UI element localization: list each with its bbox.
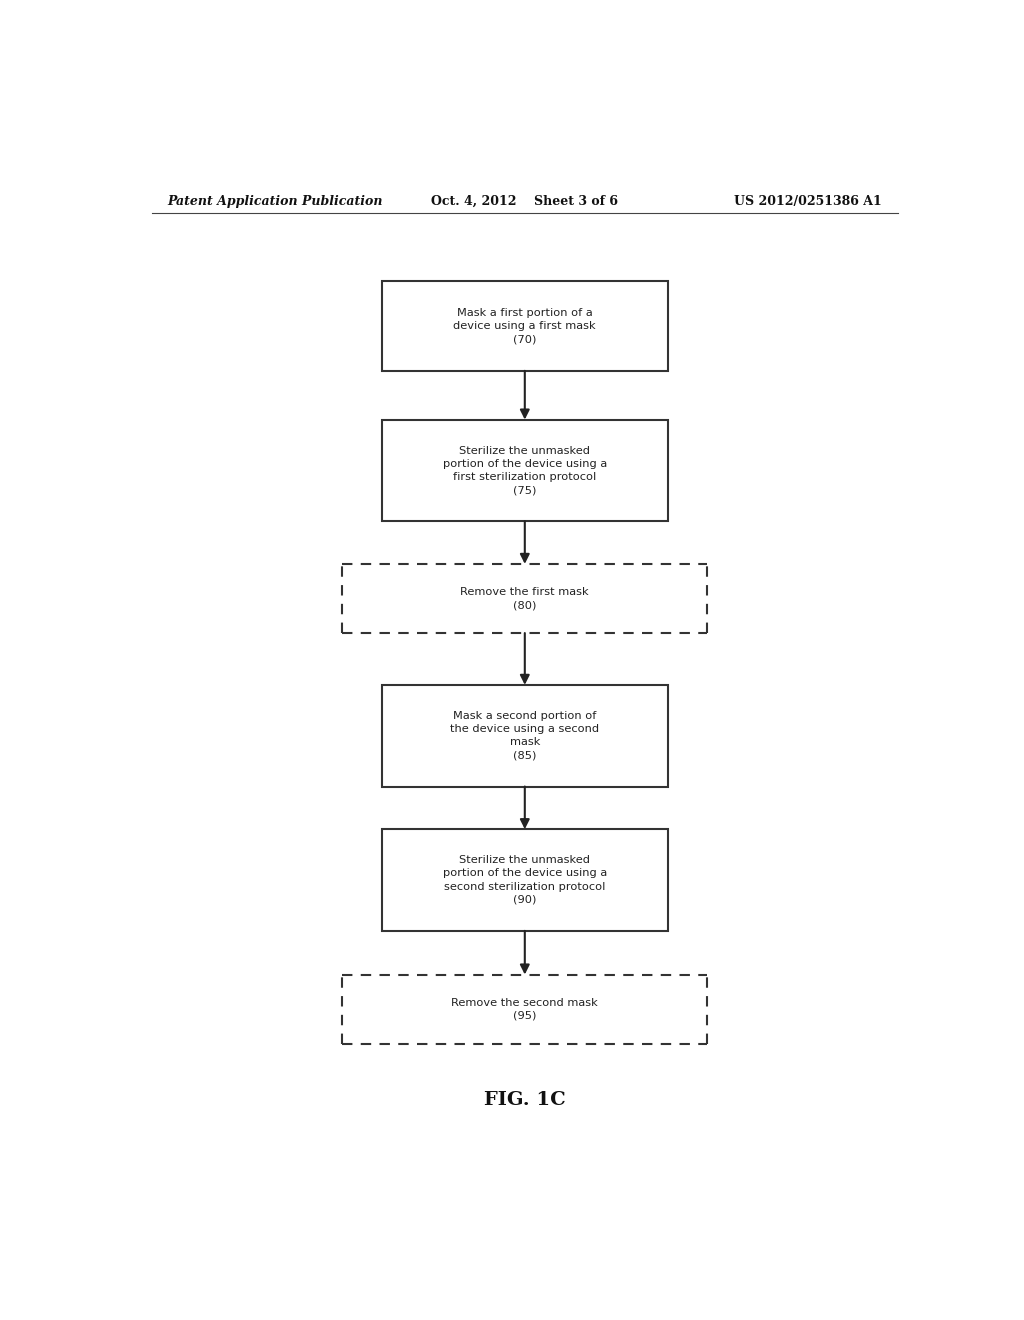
Bar: [382, 685, 668, 787]
Text: US 2012/0251386 A1: US 2012/0251386 A1: [734, 194, 882, 207]
Text: Oct. 4, 2012    Sheet 3 of 6: Oct. 4, 2012 Sheet 3 of 6: [431, 194, 618, 207]
Text: Remove the second mask
(95): Remove the second mask (95): [452, 998, 598, 1020]
Text: Sterilize the unmasked
portion of the device using a
first sterilization protoco: Sterilize the unmasked portion of the de…: [442, 446, 607, 495]
Bar: [382, 420, 668, 521]
Text: Patent Application Publication: Patent Application Publication: [168, 194, 383, 207]
Text: Remove the first mask
(80): Remove the first mask (80): [461, 587, 589, 610]
Text: Mask a first portion of a
device using a first mask
(70): Mask a first portion of a device using a…: [454, 308, 596, 345]
Text: Mask a second portion of
the device using a second
mask
(85): Mask a second portion of the device usin…: [451, 711, 599, 760]
Text: FIG. 1C: FIG. 1C: [484, 1090, 565, 1109]
Bar: [382, 829, 668, 931]
Text: Sterilize the unmasked
portion of the device using a
second sterilization protoc: Sterilize the unmasked portion of the de…: [442, 855, 607, 904]
Bar: [382, 281, 668, 371]
